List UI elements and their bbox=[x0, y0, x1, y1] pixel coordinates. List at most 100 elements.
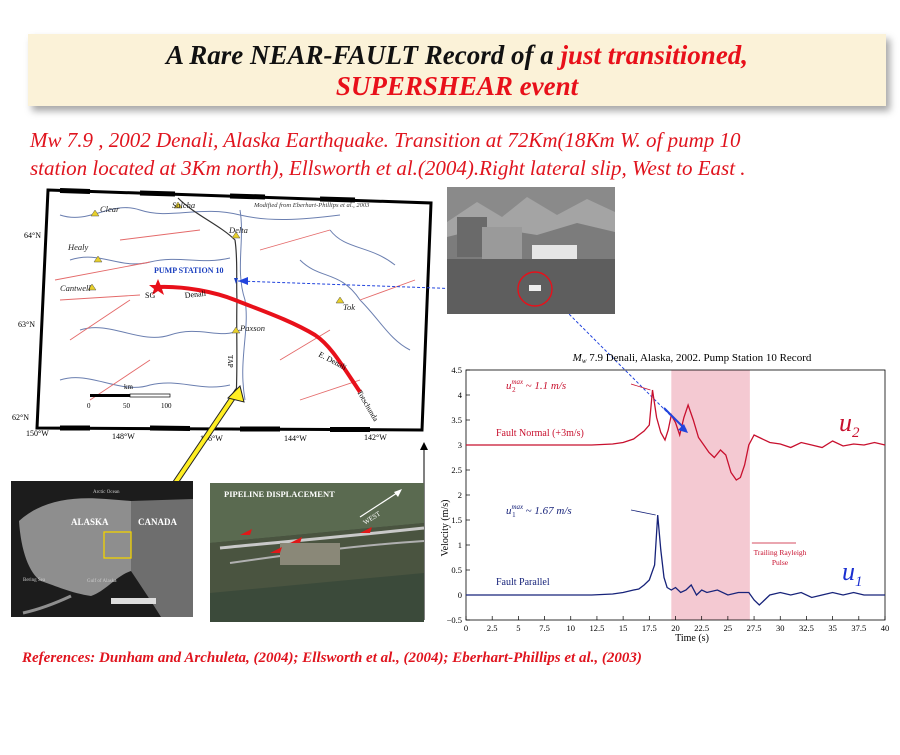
x-tick-label: 10 bbox=[567, 623, 576, 633]
y-tick-label: 4.5 bbox=[451, 365, 462, 375]
pump-station-marker bbox=[234, 278, 238, 284]
subtitle: Mw 7.9 , 2002 Denali, Alaska Earthquake.… bbox=[30, 126, 880, 182]
x-tick-label: 22.5 bbox=[694, 623, 709, 633]
lat-63: 63°N bbox=[18, 320, 35, 329]
scale-tick-100: 100 bbox=[161, 402, 172, 410]
y-tick-label: 1 bbox=[458, 540, 462, 550]
y-axis-label: Velocity (m/s) bbox=[440, 500, 451, 557]
x-axis-label: Time (s) bbox=[675, 633, 709, 644]
x-tick-label: 5 bbox=[516, 623, 520, 633]
epicenter-star bbox=[149, 279, 167, 295]
lon-148: 148°W bbox=[112, 432, 135, 441]
pump-link-arrow bbox=[238, 277, 248, 285]
map-rivers bbox=[59, 207, 411, 401]
inset-bering-sea: Bering Sea bbox=[23, 578, 46, 583]
inset-alaska: ALASKA bbox=[71, 517, 109, 527]
blue-record-arrowhead bbox=[678, 424, 688, 433]
sg-label: SG bbox=[145, 291, 155, 300]
x-tick-label: 32.5 bbox=[799, 623, 814, 633]
u2-max-pointer bbox=[630, 383, 651, 391]
x-tick-label: 37.5 bbox=[851, 623, 866, 633]
x-tick-label: 15 bbox=[619, 623, 628, 633]
map-credit: Modified from Eberhart-Phillips et al., … bbox=[253, 202, 370, 209]
u2-symbol: u2 bbox=[839, 408, 860, 441]
title-line-2: SUPERSHEAR event bbox=[335, 71, 579, 101]
legend-fault-parallel: Fault Parallel bbox=[496, 577, 550, 588]
pipeline-displacement-photo: PIPELINE DISPLACEMENT WEST bbox=[210, 483, 424, 622]
inset-gulf-of-alaska: Gulf of Alaska bbox=[87, 579, 117, 584]
scale-tick-0: 0 bbox=[87, 402, 91, 410]
yellow-arrowhead bbox=[227, 385, 245, 403]
title-black-part: A Rare NEAR-FAULT Record of a bbox=[165, 40, 561, 70]
town-paxson: Paxson bbox=[239, 323, 265, 333]
y-tick-label: 1.5 bbox=[451, 515, 462, 525]
town-delta: Delta bbox=[228, 225, 248, 235]
lon-144: 144°W bbox=[284, 434, 307, 443]
vertical-offset-arrowhead bbox=[420, 442, 428, 450]
legend-fault-normal: Fault Normal (+3m/s) bbox=[496, 428, 584, 439]
velocity-chart: Mw 7.9 Denali, Alaska, 2002. Pump Statio… bbox=[440, 352, 890, 644]
pipeline-route bbox=[177, 197, 238, 401]
x-tick-label: 30 bbox=[776, 623, 785, 633]
denali-map: Clear Salcha Delta Healy Cantwell Tok Pa… bbox=[12, 188, 681, 620]
town-clear: Clear bbox=[100, 204, 120, 214]
series-line-fault-normal bbox=[466, 389, 886, 481]
y-tick-label: 0.5 bbox=[451, 565, 462, 575]
west-arrow bbox=[359, 490, 401, 518]
inset-canada: CANADA bbox=[138, 517, 177, 527]
x-tick-label: 12.5 bbox=[590, 623, 605, 633]
pipeline-label: PIPELINE DISPLACEMENT bbox=[224, 489, 335, 499]
lon-142: 142°W bbox=[364, 433, 387, 442]
map-scale-bar: km 0 50 100 bbox=[87, 383, 172, 410]
trailing-pulse-label: Pulse bbox=[772, 558, 789, 567]
x-tick-label: 0 bbox=[464, 623, 468, 633]
scale-unit: km bbox=[124, 383, 134, 391]
series-line-fault-parallel bbox=[466, 514, 885, 606]
y-tick-label: 4 bbox=[458, 390, 463, 400]
u1-max-pointer bbox=[630, 509, 656, 516]
subtitle-line-2: station located at 3Km north), Ellsworth… bbox=[30, 156, 746, 180]
lat-62: 62°N bbox=[12, 413, 29, 422]
title-line-1: A Rare NEAR-FAULT Record of a just trans… bbox=[28, 40, 886, 71]
record-link-line bbox=[554, 299, 681, 426]
u1-symbol: u1 bbox=[842, 557, 863, 590]
lon-146: 146°W bbox=[200, 434, 223, 443]
x-tick-label: 7.5 bbox=[539, 623, 550, 633]
x-tick-label: 25 bbox=[724, 623, 733, 633]
y-tick-label: 2.5 bbox=[451, 465, 462, 475]
map-frame-ticks bbox=[59, 188, 370, 432]
lat-64: 64°N bbox=[24, 231, 41, 240]
town-cantwell: Cantwell bbox=[60, 283, 91, 293]
fault-label-denali: Denali bbox=[184, 289, 207, 300]
trailing-rayleigh-label: Trailing Rayleigh bbox=[754, 548, 807, 557]
denali-rupture bbox=[157, 284, 362, 394]
title-red-part: just transitioned, bbox=[560, 40, 749, 70]
x-tick-label: 27.5 bbox=[747, 623, 762, 633]
pump-station-label: PUMP STATION 10 bbox=[154, 266, 223, 275]
x-tick-label: 17.5 bbox=[642, 623, 657, 633]
x-tick-label: 40 bbox=[881, 623, 890, 633]
alaska-inset-map: Arctic Ocean ALASKA CANADA Bering Sea Gu… bbox=[11, 481, 193, 617]
chart-title: Mw 7.9 Denali, Alaska, 2002. Pump Statio… bbox=[572, 352, 812, 365]
tap-label: TAP bbox=[226, 355, 234, 368]
y-tick-label: 2 bbox=[458, 490, 462, 500]
x-tick-label: 2.5 bbox=[487, 623, 498, 633]
y-tick-label: 3.5 bbox=[451, 415, 462, 425]
map-minor-faults bbox=[54, 229, 416, 401]
x-tick-label: 35 bbox=[828, 623, 837, 633]
y-tick-label: 3 bbox=[458, 440, 462, 450]
town-markers bbox=[87, 201, 345, 334]
town-salcha: Salcha bbox=[172, 200, 195, 210]
trailing-pulse-shading bbox=[671, 370, 750, 620]
references: References: Dunham and Archuleta, (2004)… bbox=[22, 650, 642, 666]
y-tick-label: 0 bbox=[458, 590, 462, 600]
town-tok: Tok bbox=[343, 302, 355, 312]
inset-arctic-ocean: Arctic Ocean bbox=[93, 490, 120, 495]
title-banner: A Rare NEAR-FAULT Record of a just trans… bbox=[28, 34, 886, 106]
u2-max-annotation: umax 2 ~ 1.1 m/s bbox=[506, 378, 566, 394]
u1-max-annotation: umax 1 ~ 1.67 m/s bbox=[506, 503, 572, 519]
x-tick-label: 20 bbox=[671, 623, 680, 633]
scale-tick-50: 50 bbox=[123, 402, 131, 410]
subtitle-line-1: Mw 7.9 , 2002 Denali, Alaska Earthquake.… bbox=[30, 128, 741, 152]
town-healy: Healy bbox=[67, 242, 89, 252]
